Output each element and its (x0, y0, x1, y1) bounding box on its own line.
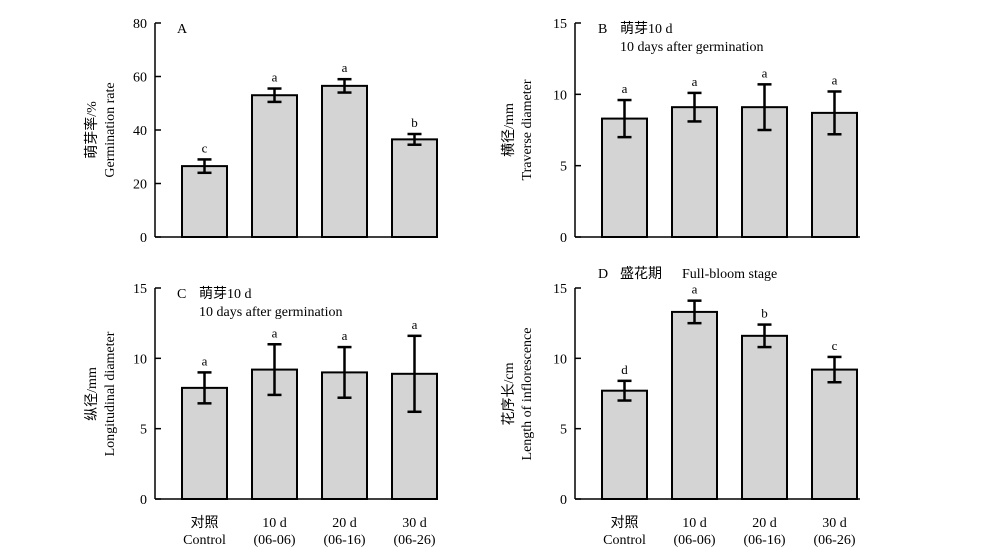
significance-letter: c (202, 140, 208, 155)
significance-letter: a (342, 328, 348, 343)
y-axis-label: Traverse diameter (520, 79, 535, 180)
panel-c: 0 5 10 15 a a a a 纵径/mm Longitudinal diameter C 萌芽1… (84, 282, 438, 548)
x-category-sublabel: Control (183, 533, 226, 548)
bar-4 (811, 368, 858, 500)
y-tick-label: 5 (560, 423, 567, 438)
y-tick-label: 5 (560, 160, 567, 175)
y-tick-label: 10 (553, 352, 567, 367)
x-category-label: 10 d (682, 516, 707, 531)
x-category-label: 20 d (752, 516, 777, 531)
bar-1 (601, 389, 648, 501)
x-category-sublabel: (06-06) (254, 533, 296, 548)
x-category-sublabel: (06-26) (814, 533, 856, 548)
x-category-sublabel: (06-26) (394, 533, 436, 548)
significance-letter: b (761, 306, 768, 321)
panel-subtitle: 10 days after germination (199, 305, 342, 320)
significance-letter: b (411, 115, 418, 130)
x-category-label: 20 d (332, 516, 357, 531)
x-category-sublabel: Control (603, 533, 646, 548)
significance-letter: d (621, 362, 628, 377)
significance-letter: a (272, 70, 278, 85)
panel-a: 0 20 40 60 80 c a a b 萌芽率/% Germination rate A (83, 17, 438, 246)
panel-title: 盛花期 (620, 266, 662, 282)
x-category-label: 30 d (402, 516, 427, 531)
x-category-label: 对照 (191, 515, 219, 531)
y-tick-label: 40 (133, 124, 147, 139)
panel-subtitle: Full-bloom stage (682, 267, 777, 282)
y-tick-label: 10 (553, 88, 567, 103)
y-tick-label: 0 (560, 493, 567, 508)
significance-letter: a (202, 353, 208, 368)
bar-1 (181, 386, 228, 500)
x-category-sublabel: (06-06) (674, 533, 716, 548)
x-category-label: 10 d (262, 516, 287, 531)
y-tick-label: 5 (140, 423, 147, 438)
panel-b: 0 5 10 15 a a a a 横径/mm Traverse diameter B 萌芽10 d 1… (501, 17, 860, 246)
significance-letter: a (622, 81, 628, 96)
bar-1 (181, 165, 228, 238)
y-tick-label: 0 (560, 231, 567, 246)
panel-letter: C (177, 287, 186, 302)
y-axis-label-cn: 横径/mm (501, 103, 517, 157)
x-category-sublabel: (06-16) (324, 533, 366, 548)
y-tick-label: 20 (133, 178, 147, 193)
y-tick-label: 80 (133, 17, 147, 32)
y-tick-label: 15 (553, 282, 567, 297)
y-tick-label: 0 (140, 493, 147, 508)
significance-letter: a (762, 65, 768, 80)
significance-letter: a (832, 72, 838, 87)
x-category-label: 30 d (822, 516, 847, 531)
y-axis-label: Length of inflorescence (520, 328, 535, 461)
bar-3 (321, 84, 368, 238)
y-tick-label: 60 (133, 71, 147, 86)
y-axis-label: Longitudinal diameter (103, 331, 118, 456)
panel-letter: D (598, 267, 608, 282)
significance-letter: a (692, 282, 698, 297)
significance-letter: a (692, 74, 698, 89)
panel-letter: B (598, 22, 607, 37)
y-axis-label-cn: 萌芽率/% (83, 101, 100, 159)
y-tick-label: 15 (133, 282, 147, 297)
panel-letter: A (177, 22, 188, 37)
panel-title: 萌芽10 d (199, 286, 252, 302)
y-axis-label: Germination rate (103, 82, 118, 177)
panel-title: 萌芽10 d (620, 21, 673, 37)
y-tick-label: 10 (133, 352, 147, 367)
bar-2 (671, 310, 718, 500)
bar-2 (671, 106, 718, 238)
bar-3 (741, 334, 788, 500)
significance-letter: a (272, 325, 278, 340)
y-tick-label: 0 (140, 231, 147, 246)
significance-letter: a (412, 317, 418, 332)
panel-subtitle: 10 days after germination (620, 40, 763, 55)
x-category-sublabel: (06-16) (744, 533, 786, 548)
significance-letter: a (342, 60, 348, 75)
bar-2 (251, 94, 298, 238)
y-tick-label: 15 (553, 17, 567, 32)
bar-4 (391, 138, 438, 238)
y-axis-label-cn: 纵径/mm (84, 367, 100, 421)
x-category-label: 对照 (611, 515, 639, 531)
panel-d: 0 5 10 15 d a b c 花序长/cm Length of inflorescence D… (501, 266, 860, 548)
y-axis-label-cn: 花序长/cm (501, 362, 517, 425)
significance-letter: c (832, 338, 838, 353)
